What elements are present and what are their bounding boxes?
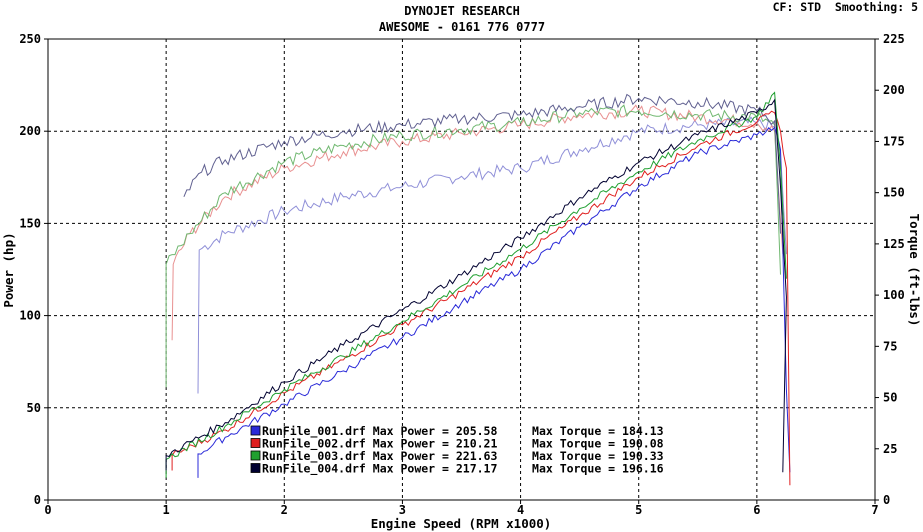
y-axis-left-label: Power (hp) bbox=[1, 232, 16, 307]
y-left-tick-label: 150 bbox=[19, 216, 41, 230]
y-right-tick-label: 200 bbox=[883, 83, 905, 97]
y-axis-left-ticks: 0 50 100 150 200 250 bbox=[19, 32, 48, 507]
y-left-tick-label: 200 bbox=[19, 124, 41, 138]
power-curve-1 bbox=[197, 126, 791, 478]
legend-label-2: RunFile_002.drf Max Power = 210.21 Max T… bbox=[262, 437, 664, 452]
y-right-tick-label: 175 bbox=[883, 134, 905, 148]
x-tick-label: 7 bbox=[871, 503, 878, 517]
torque-curve-4 bbox=[183, 93, 781, 234]
power-curve-2 bbox=[171, 110, 791, 486]
y-left-tick-label: 100 bbox=[19, 309, 41, 323]
y-right-tick-label: 75 bbox=[883, 339, 897, 353]
y-right-tick-label: 25 bbox=[883, 442, 897, 456]
legend-swatch-2 bbox=[250, 438, 261, 448]
power-curve-4 bbox=[165, 98, 787, 473]
y-left-tick-label: 250 bbox=[19, 32, 41, 46]
y-left-tick-label: 50 bbox=[27, 401, 41, 415]
torque-curve-2 bbox=[171, 104, 784, 341]
power-curve-3 bbox=[165, 91, 787, 478]
x-tick-label: 6 bbox=[753, 503, 760, 517]
x-tick-label: 3 bbox=[399, 503, 406, 517]
torque-curve-1 bbox=[197, 116, 787, 394]
x-tick-label: 4 bbox=[517, 503, 524, 517]
y-right-tick-label: 125 bbox=[883, 237, 905, 251]
y-right-tick-label: 225 bbox=[883, 32, 905, 46]
legend-swatch-4 bbox=[250, 463, 261, 473]
x-tick-label: 2 bbox=[281, 503, 288, 517]
x-axis-label: Engine Speed (RPM x1000) bbox=[371, 516, 552, 531]
y-axis-right-label: Torque (ft-lbs) bbox=[907, 214, 922, 327]
legend-swatch-3 bbox=[250, 450, 261, 461]
data-curves bbox=[165, 91, 791, 486]
y-right-tick-label: 0 bbox=[883, 493, 890, 507]
torque-curve-3 bbox=[165, 104, 781, 388]
y-left-tick-label: 0 bbox=[34, 493, 41, 507]
chart-subtitle: AWESOME - 0161 776 0777 bbox=[379, 20, 545, 34]
chart-info: CF: STD Smoothing: 5 bbox=[773, 0, 918, 14]
legend-label-4: RunFile_004.drf Max Power = 217.17 Max T… bbox=[262, 462, 664, 477]
chart-title: DYNOJET RESEARCH bbox=[404, 4, 520, 18]
y-right-tick-label: 100 bbox=[883, 288, 905, 302]
y-right-tick-label: 150 bbox=[883, 186, 905, 200]
x-tick-label: 1 bbox=[163, 503, 170, 517]
legend-label-1: RunFile_001.drf Max Power = 205.58 Max T… bbox=[262, 424, 664, 439]
x-tick-label: 5 bbox=[635, 503, 642, 517]
x-tick-label: 0 bbox=[44, 503, 51, 517]
y-right-tick-label: 50 bbox=[883, 391, 897, 405]
x-axis-ticks: 0 1 2 3 4 5 6 7 bbox=[44, 500, 879, 517]
plot-area-frame bbox=[47, 38, 876, 501]
y-axis-right-ticks: 0 25 50 75 100 125 150 175 200 225 bbox=[875, 32, 905, 507]
legend-label-3: RunFile_003.drf Max Power = 221.63 Max T… bbox=[262, 449, 664, 464]
legend-swatch-1 bbox=[250, 425, 261, 436]
legend: RunFile_001.drf Max Power = 205.58 Max T… bbox=[250, 424, 664, 477]
